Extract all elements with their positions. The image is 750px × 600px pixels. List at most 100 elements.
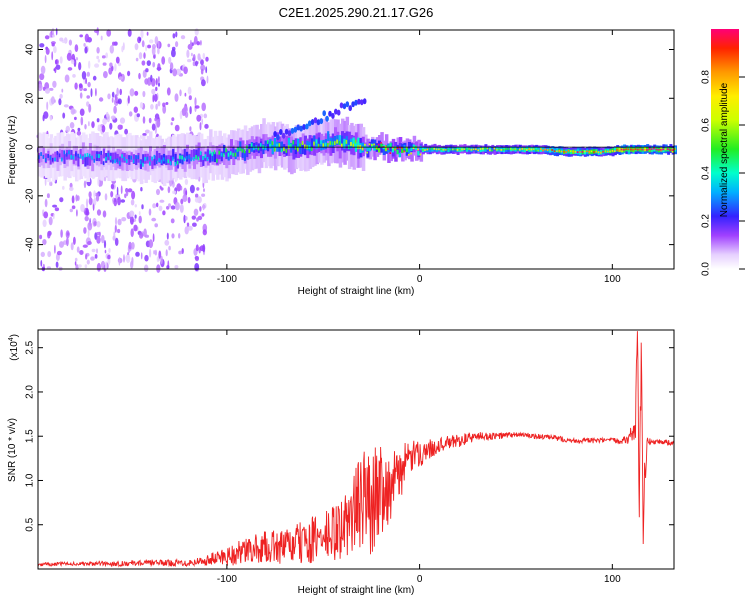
spectrogram-noise-speck [119, 76, 123, 80]
spectrogram-noise-speck [201, 193, 206, 197]
spectrogram-ridge-cell [371, 144, 373, 146]
spectrogram-ridge-cell [315, 139, 318, 150]
spectrogram-ridge-cell [329, 141, 331, 145]
spectrogram-ridge-cell [482, 147, 484, 150]
spectrogram-ridge-cell [169, 161, 172, 166]
spectrogram-ridge-cell [199, 152, 203, 162]
spectrogram-ridge-cell [468, 148, 470, 150]
spectrogram-noise-speck [72, 74, 76, 78]
spectrogram-ridge-cell [535, 149, 537, 152]
spectrogram-noise-speck [54, 66, 57, 74]
spectrogram-ridge-cell [567, 149, 570, 152]
spectrogram-noise-speck [130, 260, 134, 269]
spectrogram-ridge-cell [528, 148, 530, 150]
spectrogram-noise-speck [69, 122, 75, 129]
spectrogram-noise-speck [77, 127, 81, 132]
spectrogram-noise-speck [138, 215, 142, 224]
spectrogram-noise-speck [192, 54, 196, 62]
spectrogram-noise-speck [157, 63, 161, 72]
spectrogram-noise-speck [114, 217, 118, 226]
spectrogram-ridge-cell [613, 150, 616, 153]
spectrogram-noise-speck [76, 246, 80, 253]
snr-frame [37, 329, 675, 570]
spectrogram-ridge-cell [112, 152, 115, 163]
spectrogram-ridge-cell [486, 147, 489, 150]
spectrogram-ridge-cell [586, 150, 588, 153]
spectrogram-y-axis-label: Frequency (Hz) [7, 116, 18, 185]
spectrogram-noise-speck [55, 261, 59, 268]
spectrogram-ridge-cell [81, 142, 85, 162]
spectrogram-ridge-cell [49, 143, 53, 163]
spectrogram-noise-speck [131, 190, 136, 200]
spectrogram-ridge-cell [507, 148, 510, 150]
spectrogram-ridge-cell [553, 150, 556, 153]
spectrogram-ridge-cell [297, 138, 300, 149]
spectrogram-noise-speck [172, 68, 178, 77]
spectrogram-noise-speck [180, 35, 186, 40]
spectrogram-ridge-cell [606, 150, 609, 153]
spectrogram-noise-speck [186, 222, 190, 227]
figure-title: C2E1.2025.290.21.17.G26 [279, 5, 434, 20]
spectrogram-ridge-cell [58, 153, 61, 158]
spectrogram-noise-speck [114, 94, 118, 101]
snr-scale-label: (x104) [8, 334, 20, 361]
spectrogram-noise-speck [158, 76, 160, 84]
spectrogram-ridge-cell [86, 155, 89, 166]
spectrogram-ridge-cell [139, 147, 143, 167]
spectrogram-ridge-cell [155, 160, 158, 165]
spectrogram-ridge-cell [204, 154, 207, 159]
spectrogram-ridge-cell [641, 148, 644, 151]
spectrogram-noise-speck [157, 100, 161, 107]
spectrogram-ridge-cell [149, 155, 152, 166]
spectrogram-noise-speck [153, 93, 158, 102]
spectrogram-noise-speck [152, 61, 156, 68]
spectrogram-ridge-cell [535, 147, 538, 152]
spectrogram-ridge-cell [179, 155, 181, 160]
spectrogram-noise-speck [85, 253, 88, 260]
spectrogram-ridge-cell [51, 157, 54, 162]
spectrogram-noise-speck [162, 104, 167, 114]
spectrogram-ridge-cell [250, 143, 253, 148]
spectrogram-noise-speck [128, 241, 132, 250]
spectrogram-noise-speck [107, 93, 111, 100]
spectrogram-noise-speck [171, 233, 175, 239]
spectrogram-ridge-cell [183, 152, 187, 172]
spectrogram-ridge-cell [68, 149, 71, 160]
spectrogram-noise-speck [184, 92, 187, 97]
spectrogram-noise-speck [174, 93, 179, 102]
spectrogram-streak-cell [342, 103, 347, 110]
spectrogram-noise-speck [85, 198, 89, 207]
spectrogram-noise-speck [150, 74, 153, 83]
spectrogram-ridge-cell [558, 150, 560, 152]
spectrogram-noise-speck [51, 43, 55, 47]
spectrogram-streak-cell [296, 124, 301, 131]
spectrogram-ridge-cell [225, 148, 227, 153]
spectrogram-ridge-cell [604, 150, 607, 153]
spectrogram-noise-speck [71, 195, 75, 204]
spectrogram-noise-speck [88, 121, 90, 127]
spectrogram-noise-speck [145, 44, 148, 52]
colorbar-gradient [711, 29, 739, 269]
spectrogram-noise-speck [189, 126, 192, 132]
spectrogram-noise-speck [101, 55, 106, 59]
spectrogram-noise-speck [135, 251, 140, 257]
spectrogram-ridge-cell [142, 154, 145, 164]
spectrogram-noise-speck [175, 31, 178, 38]
spectrogram-ridge-cell [401, 148, 404, 153]
spectrogram-ridge-cell [405, 147, 408, 153]
spectrogram-noise-speck [179, 203, 184, 213]
spectrogram-noise-speck [114, 224, 117, 233]
spectrogram-noise-speck [168, 56, 172, 64]
spectrogram-noise-speck [108, 248, 111, 253]
spectrogram-noise-speck [149, 39, 154, 44]
spectrogram-ridge-cell [378, 148, 381, 153]
spectrogram-ridge-cell [297, 147, 299, 152]
spectrogram-ridge-cell [484, 147, 486, 150]
spectrogram-ridge-cell [336, 139, 338, 144]
spectrogram-streak-cell [290, 127, 295, 134]
spectrogram-noise-speck [201, 118, 203, 125]
spectrogram-ridge-cell [537, 149, 540, 152]
spectrogram-noise-speck [178, 233, 181, 239]
spectrogram-noise-speck [84, 124, 87, 130]
spectrogram-ridge-cell [107, 152, 109, 157]
